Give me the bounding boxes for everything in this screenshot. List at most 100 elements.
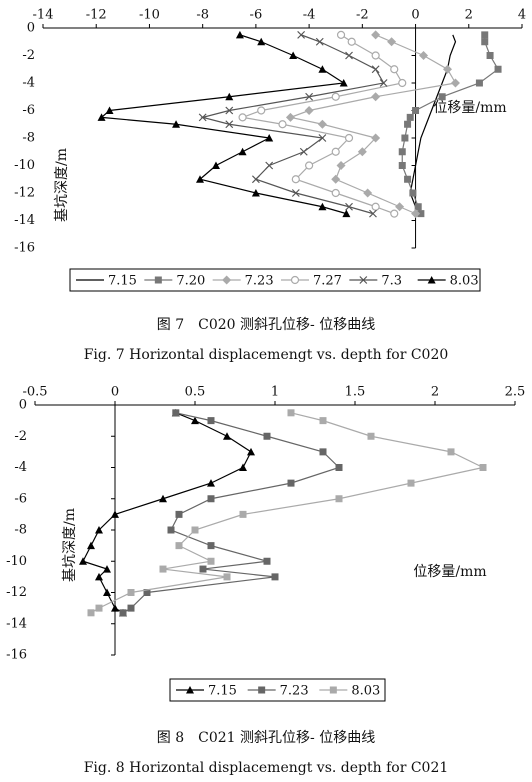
- marker: [371, 202, 380, 211]
- marker: [95, 604, 103, 612]
- marker: [87, 609, 95, 617]
- marker: [407, 479, 415, 487]
- marker: [335, 495, 343, 503]
- y-tick-label: -16: [14, 241, 35, 256]
- marker: [97, 113, 106, 121]
- x-tick-label: -12: [86, 8, 107, 23]
- marker: [409, 189, 417, 197]
- x-tick-label: -6: [250, 8, 263, 23]
- marker: [479, 464, 487, 471]
- marker: [371, 30, 381, 40]
- marker: [331, 92, 340, 101]
- marker: [401, 134, 409, 142]
- marker: [79, 557, 87, 565]
- marker: [450, 78, 460, 88]
- marker: [258, 686, 266, 694]
- legend-label: 8.03: [450, 274, 479, 289]
- marker: [494, 65, 502, 73]
- marker: [111, 604, 119, 612]
- marker: [305, 92, 314, 101]
- x-tick-label: 0.5: [185, 385, 206, 400]
- x-tick-label: 2: [431, 385, 439, 400]
- marker: [387, 37, 397, 47]
- series-line: [288, 34, 457, 215]
- y-tick-label: -2: [22, 48, 35, 63]
- marker: [290, 275, 300, 285]
- marker: [336, 161, 346, 170]
- y-tick-label: 0: [19, 398, 27, 413]
- legend-box: [169, 678, 386, 702]
- y-axis-label: 基坑深度/m: [53, 148, 70, 222]
- marker: [398, 148, 406, 156]
- marker: [319, 417, 327, 425]
- legend-label: 7.20: [176, 274, 205, 289]
- marker: [344, 133, 354, 143]
- marker: [329, 686, 337, 694]
- marker: [238, 113, 247, 122]
- marker: [395, 202, 405, 212]
- marker: [363, 188, 373, 198]
- marker: [305, 161, 314, 170]
- marker: [265, 161, 274, 170]
- marker: [481, 38, 489, 46]
- marker: [419, 51, 429, 60]
- marker: [339, 79, 348, 87]
- marker: [297, 30, 306, 39]
- legend: 7.15 7.20 7.23 7.27 7.3 8.03: [69, 268, 481, 292]
- marker: [318, 134, 327, 142]
- chart: -14 -12 -10 -8 -6 -4 -2 0 2 4 0 -2 -4 -6 -8 -10 -12 -14 -1…: [14, 8, 526, 364]
- marker: [175, 510, 183, 518]
- legend-box: [69, 268, 481, 292]
- marker: [371, 65, 380, 74]
- marker: [225, 106, 234, 115]
- y-tick-label: -4: [22, 76, 35, 91]
- marker: [175, 542, 183, 550]
- legend-label: 7.23: [280, 684, 309, 699]
- y-tick-label: -6: [22, 103, 35, 118]
- series-line: [240, 34, 404, 215]
- marker: [335, 464, 343, 471]
- marker: [251, 189, 260, 197]
- marker: [207, 557, 215, 565]
- marker: [404, 175, 412, 183]
- y-tick-label: 0: [27, 21, 35, 36]
- marker: [331, 188, 340, 198]
- marker: [265, 134, 274, 142]
- x-tick-label: -8: [196, 8, 209, 23]
- y-tick-label: -2: [14, 429, 27, 444]
- x-tick-label: 1.5: [345, 385, 366, 400]
- marker: [411, 209, 421, 219]
- marker: [239, 463, 247, 471]
- y-tick-label: -8: [14, 523, 27, 538]
- legend-label: 7.3: [381, 274, 402, 289]
- marker: [390, 209, 399, 218]
- marker: [319, 448, 327, 456]
- x-axis-label: 位移量/mm: [433, 100, 506, 116]
- marker: [345, 51, 353, 60]
- series-line: [401, 34, 499, 214]
- marker: [222, 275, 232, 285]
- legend-label: 8.03: [351, 684, 380, 699]
- marker: [486, 52, 494, 59]
- chart-subtitle: Fig. 8 Horizontal displacemengt vs. dept…: [84, 760, 449, 776]
- series-line: [90, 412, 485, 614]
- chart-title: 图 7 C020 测斜孔位移- 位移曲线: [157, 317, 375, 333]
- marker: [287, 409, 295, 417]
- y-tick-label: -10: [14, 158, 35, 173]
- marker: [154, 276, 162, 284]
- series-line: [82, 412, 252, 614]
- marker: [191, 526, 199, 534]
- marker: [143, 589, 151, 596]
- marker: [342, 209, 351, 218]
- legend-label: 7.23: [245, 274, 274, 289]
- marker: [211, 161, 220, 169]
- chart-subtitle: Fig. 7 Horizontal displacemengt vs. dept…: [84, 347, 449, 363]
- marker: [238, 147, 247, 156]
- marker: [103, 588, 111, 596]
- legend-label: 7.27: [313, 274, 342, 289]
- chart-title: 图 8 C021 测斜孔位移- 位移曲线: [157, 730, 375, 746]
- marker: [318, 202, 327, 211]
- x-tick-label: -10: [139, 8, 160, 23]
- marker: [318, 65, 327, 73]
- y-tick-label: -8: [22, 131, 35, 146]
